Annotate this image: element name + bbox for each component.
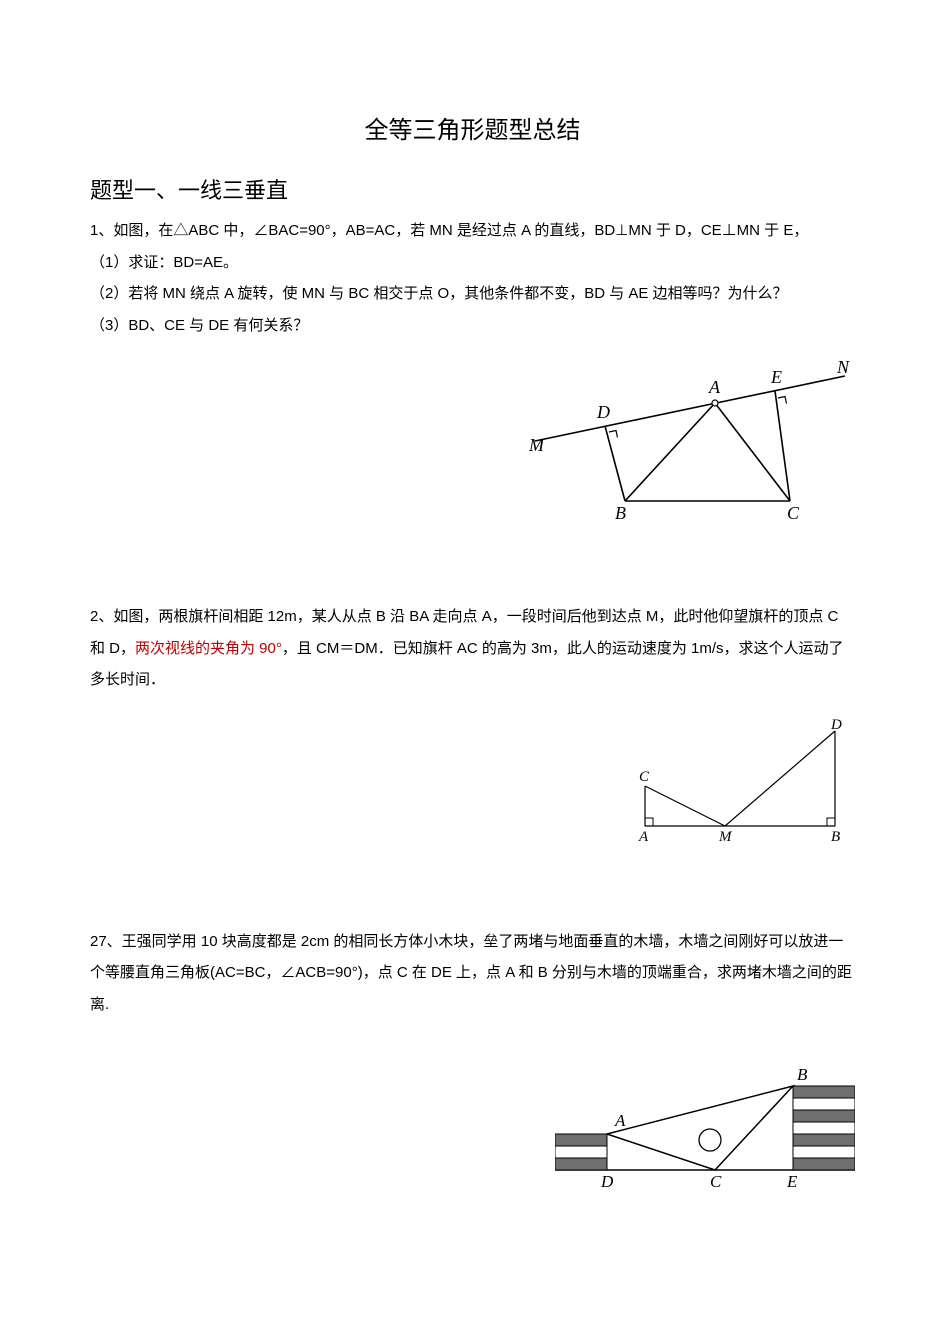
figure-3-wrap: A B D C E <box>90 1040 855 1190</box>
problem-3: 27、王强同学用 10 块高度都是 2cm 的相同长方体小木块，垒了两堵与地面垂… <box>90 926 855 1021</box>
figure-1: M D A E N B C <box>525 361 855 521</box>
problem-1-line1: 1、如图，在△ABC 中，∠BAC=90°，AB=AC，若 MN 是经过点 A … <box>90 215 855 247</box>
problem-1: 1、如图，在△ABC 中，∠BAC=90°，AB=AC，若 MN 是经过点 A … <box>90 215 855 341</box>
fig1-label-N: N <box>836 361 850 377</box>
fig1-label-D: D <box>596 402 610 422</box>
figure-3: A B D C E <box>555 1040 855 1190</box>
fig2-label-D: D <box>830 717 842 733</box>
problem-1-line4: （3）BD、CE 与 DE 有何关系？ <box>90 310 855 342</box>
fig3-label-E: E <box>786 1172 798 1190</box>
fig1-label-B: B <box>615 503 626 521</box>
fig3-left-wall <box>555 1134 607 1170</box>
problem-2-part-b: 两次视线的夹角为 90° <box>135 640 282 657</box>
fig3-label-B: B <box>797 1065 808 1084</box>
section-header-1: 题型一、一线三垂直 <box>90 173 855 205</box>
fig1-label-E: E <box>770 367 782 387</box>
document-page: 全等三角形题型总结 题型一、一线三垂直 1、如图，在△ABC 中，∠BAC=90… <box>0 0 945 1310</box>
fig1-label-C: C <box>787 503 800 521</box>
fig3-label-C: C <box>710 1172 722 1190</box>
problem-1-line2: （1）求证：BD=AE。 <box>90 247 855 279</box>
figure-1-wrap: M D A E N B C <box>90 361 855 521</box>
fig2-label-C: C <box>639 769 650 785</box>
fig1-label-M: M <box>528 435 545 455</box>
problem-1-line3: （2）若将 MN 绕点 A 旋转，使 MN 与 BC 相交于点 O，其他条件都不… <box>90 278 855 310</box>
fig1-label-A: A <box>708 377 721 397</box>
fig3-right-wall <box>793 1086 855 1170</box>
fig3-label-A: A <box>614 1111 626 1130</box>
fig2-label-B: B <box>831 829 840 845</box>
page-title: 全等三角形题型总结 <box>90 110 855 145</box>
fig3-label-D: D <box>600 1172 614 1190</box>
problem-3-line1: 27、王强同学用 10 块高度都是 2cm 的相同长方体小木块，垒了两堵与地面垂… <box>90 926 855 1021</box>
fig2-label-M: M <box>718 829 733 845</box>
figure-2-wrap: C D A M B <box>90 716 855 846</box>
fig2-label-A: A <box>638 829 649 845</box>
figure-2: C D A M B <box>625 716 855 846</box>
problem-2: 2、如图，两根旗杆间相距 12m，某人从点 B 沿 BA 走向点 A，一段时间后… <box>90 601 855 696</box>
